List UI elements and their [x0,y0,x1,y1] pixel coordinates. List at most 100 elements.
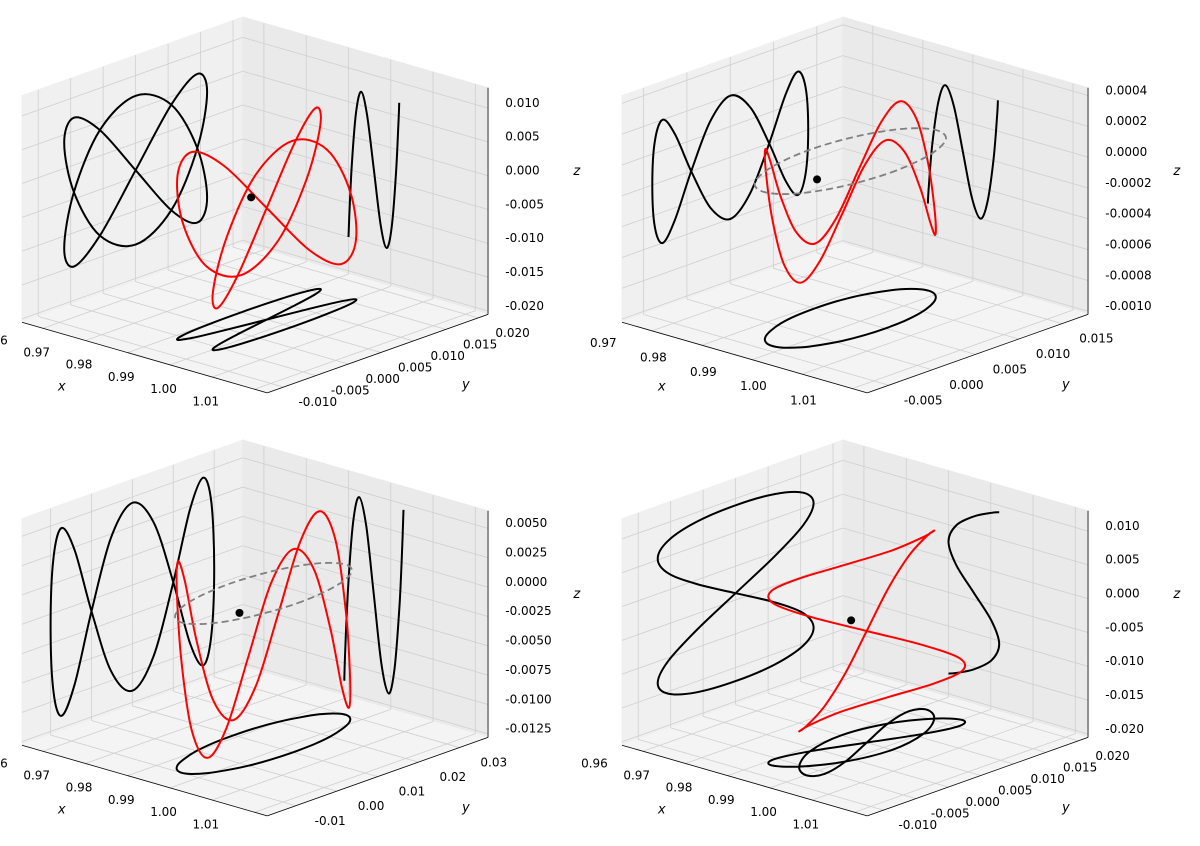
point [247,193,256,202]
y-tick-label: 0.00 [358,799,385,813]
grid-line [21,37,243,117]
axis-line [621,744,868,817]
grid-line [735,704,981,776]
grid-line [670,727,917,799]
y-tick-label: 0.020 [495,326,529,340]
grid-line [638,739,884,811]
y-tick-label: 0.015 [463,337,497,351]
x-tick-label: 1.01 [192,394,219,408]
z-tick-label: -0.0002 [1105,176,1151,190]
y-tick-label: -0.005 [331,384,370,398]
grid-line [50,734,296,807]
z-tick-label: 0.0002 [1105,114,1147,128]
grid-line [802,295,1024,375]
y-axis-label: y [1061,377,1070,392]
grid-line [800,681,1046,753]
y-tick-label: 0.010 [430,349,464,363]
projection-yz [49,476,216,717]
z-tick-label: 0.005 [1105,553,1139,567]
grid-line [643,314,889,386]
axis-line [21,321,268,394]
z-tick-label: -0.005 [505,197,544,211]
y-tick-label: 0.000 [949,378,983,392]
grid-line [621,595,843,675]
grid-line [42,249,265,329]
y-tick-label: 0.005 [998,784,1032,798]
z-tick-label: -0.0010 [1105,299,1151,313]
grid-line [21,574,243,655]
grid-line [686,298,933,371]
grid-line [621,240,843,320]
grid-line [200,258,446,330]
grid-line [621,86,843,166]
y-tick-label: 0.01 [399,785,426,799]
y-tick-label: 0.010 [1036,347,1070,361]
grid-line [642,672,865,752]
x-tick-label: 1.01 [792,817,819,831]
x-tick-label: 0.98 [66,358,93,372]
orbit [176,106,358,310]
projection-floor [176,287,358,352]
grid-line [621,662,843,743]
grid-line [842,55,1089,127]
grid-line [621,116,843,197]
y-tick-label: -0.010 [298,395,337,409]
projection-xz [343,496,405,695]
grid-line [242,104,489,177]
x-tick-label: 0.99 [108,793,135,807]
x-tick-label: 0.97 [23,769,50,783]
y-tick-label: 0.015 [1079,332,1113,346]
point [847,616,856,625]
projection-floor [767,708,967,778]
grid-line [842,561,1089,633]
y-tick-label: 0.02 [439,770,466,784]
grid-line [621,209,843,289]
x-tick-label: 0.96 [0,756,8,770]
z-axis-label: z [1172,164,1181,179]
x-tick-label: 0.97 [590,336,617,350]
x-tick-label: 0.97 [623,769,650,783]
grid-line [242,172,489,244]
subplot: 0.96 0.97 0.98 0.99 1.00 1.01 -0.01 0.00 0.01 0.0… [0,439,581,831]
x-tick-label: 1.00 [150,805,177,819]
x-tick-label: 0.96 [581,756,608,770]
x-axis-label: x [57,802,66,817]
orbit [763,100,937,284]
grid-line [832,669,1079,742]
y-tick-label: 0.015 [1063,760,1097,774]
grid-line [842,527,1089,600]
grid-line [621,493,843,574]
y-tick-label: -0.005 [931,807,970,821]
grid-line [38,316,284,388]
x-tick-label: 1.00 [150,382,177,396]
axis-line [621,321,868,394]
grid-line [21,516,243,596]
subplot: 0.97 0.98 0.99 1.00 1.01 -0.005 0.000 0.005 0.01… [590,16,1181,408]
grid-line [842,24,1089,96]
grid-line [842,595,1089,667]
grid-line [85,261,307,341]
grid-line [242,574,489,647]
point [813,175,822,184]
axis-line [867,314,1089,394]
grid-line [842,662,1089,735]
grid-line [242,604,489,676]
grid-line [621,527,843,607]
grid-line [212,298,434,378]
y-tick-label: 0.000 [966,795,1000,809]
z-tick-label: 0.010 [1105,519,1139,533]
grid-line [242,239,489,312]
x-tick-label: 0.99 [690,365,717,379]
grid-line [767,692,1014,765]
grid-line [730,283,976,355]
projection-floor [763,287,937,349]
z-tick-label: -0.015 [1105,688,1144,702]
axis-line [267,314,489,394]
x-axis-label: x [657,802,666,817]
grid-line [842,178,1089,251]
projection-xz [926,84,999,220]
grid-line [103,292,349,365]
z-tick-label: -0.005 [1105,620,1144,634]
x-axis-label: x [657,379,666,394]
z-axis-label: z [1172,587,1181,602]
